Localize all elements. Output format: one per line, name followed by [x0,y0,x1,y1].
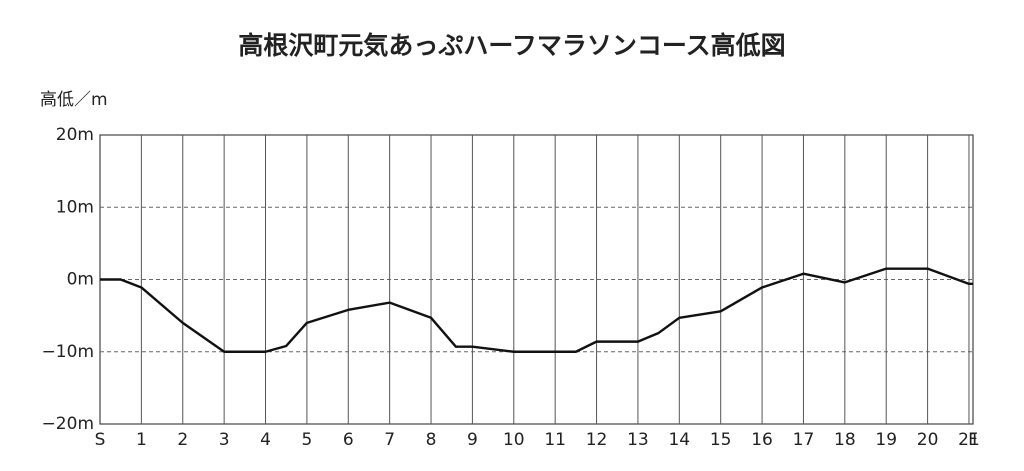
chart-title: 高根沢町元気あっぷハーフマラソンコース高低図 [238,31,785,60]
x-tick-label: 15 [710,430,732,450]
x-tick-label: 6 [343,430,354,450]
y-tick-label: 0m [67,270,94,290]
x-tick-label: 20 [917,430,939,450]
x-tick-label: 17 [793,430,815,450]
x-tick-label: S [95,430,106,450]
x-tick-label: 4 [260,430,271,450]
y-axis-label: 高低／m [40,90,108,110]
y-tick-label: −20m [42,414,94,434]
y-tick-label: 10m [56,197,94,217]
x-tick-label: 18 [834,430,856,450]
x-tick-label: 21 [958,430,980,450]
x-tick-label: 11 [544,430,566,450]
x-tick-label: 12 [586,430,608,450]
x-tick-label: 5 [301,430,312,450]
x-tick-label: 14 [668,430,690,450]
x-tick-label: 9 [467,430,478,450]
elevation-line [100,267,973,353]
x-tick-label: F [968,430,978,450]
x-tick-label: 10 [503,430,525,450]
x-tick-label: 16 [751,430,773,450]
x-tick-label: 13 [627,430,649,450]
y-tick-label: 20m [56,125,94,145]
x-tick-label: 3 [219,430,230,450]
x-tick-label: 8 [426,430,437,450]
x-tick-label: 1 [136,430,147,450]
x-tick-label: 2 [177,430,188,450]
x-tick-label: 19 [875,430,897,450]
y-tick-label: −10m [42,342,94,362]
x-tick-label: 7 [384,430,395,450]
